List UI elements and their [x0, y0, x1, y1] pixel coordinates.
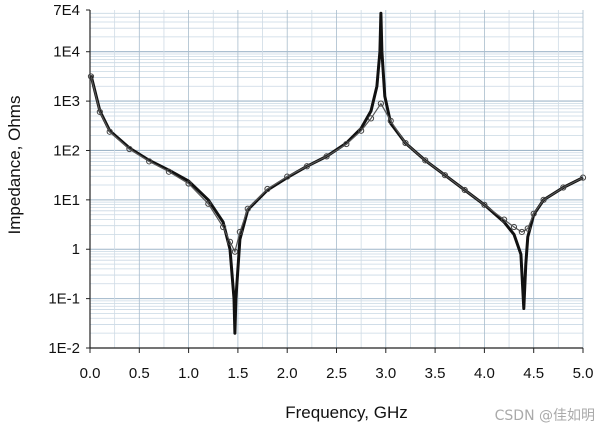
watermark: CSDN @佳如明	[494, 408, 595, 424]
series-marker	[377, 100, 384, 107]
series-marker	[303, 163, 311, 170]
series-marker	[560, 184, 567, 191]
x-tick-label: 4.0	[474, 365, 495, 382]
series-marker	[387, 117, 394, 124]
x-tick-label: 3.0	[375, 365, 396, 382]
series-marker	[244, 205, 251, 212]
series-marker	[106, 128, 113, 135]
series-marker	[461, 186, 468, 194]
x-tick-label: 3.5	[425, 365, 446, 382]
series-marker	[441, 172, 449, 179]
series-marker	[501, 216, 508, 223]
x-tick-label: 0.0	[80, 365, 101, 382]
series-marker	[264, 185, 271, 193]
y-tick-label: 1E3	[53, 93, 80, 110]
series-marker	[343, 140, 350, 148]
y-axis-label: Impedance, Ohms	[5, 95, 24, 235]
series-marker	[422, 157, 429, 164]
x-axis-label-wrap: Frequency, GHz	[0, 403, 603, 423]
x-tick-label: 1.5	[227, 365, 248, 382]
x-tick-label: 1.0	[178, 365, 199, 382]
series-marker	[220, 223, 227, 231]
y-tick-label: 1E2	[53, 142, 80, 159]
y-tick-label: 1E-1	[48, 291, 80, 308]
series-marker	[226, 238, 234, 245]
series-marker	[524, 225, 531, 232]
y-tick-label: 1	[72, 241, 80, 258]
series-marker	[87, 73, 95, 80]
series-marker	[236, 228, 243, 236]
x-tick-label: 0.5	[129, 365, 150, 382]
series-marker	[518, 228, 525, 236]
y-tick-label: 1E-2	[48, 340, 80, 357]
series-marker	[323, 153, 330, 160]
series-marker	[146, 158, 153, 165]
series-marker	[96, 108, 103, 116]
series-marker	[358, 127, 365, 134]
x-tick-label: 5.0	[573, 365, 594, 382]
series-marker	[284, 173, 291, 180]
series-marker	[367, 115, 375, 122]
x-tick-label: 4.5	[523, 365, 544, 382]
x-tick-label: 2.5	[326, 365, 347, 382]
x-tick-label: 2.0	[277, 365, 298, 382]
series-marker	[126, 145, 133, 153]
series-marker	[540, 196, 547, 203]
series-lines	[87, 11, 587, 335]
series-marker	[231, 248, 239, 255]
series-line-solid	[89, 11, 584, 335]
series-marker	[510, 223, 518, 231]
series-marker	[530, 210, 537, 217]
grid	[89, 10, 584, 349]
y-tick-label: 1E1	[53, 192, 80, 209]
series-marker	[205, 200, 212, 207]
series-marker	[579, 174, 587, 181]
series-marker	[165, 168, 172, 175]
y-axis-label-wrap: Impedance, Ohms	[2, 50, 28, 280]
series-marker	[481, 201, 488, 208]
series-marker	[402, 139, 409, 147]
axes	[86, 9, 584, 353]
series-line-markers	[90, 76, 584, 254]
y-tick-label: 7E4	[53, 2, 80, 19]
x-axis-label: Frequency, GHz	[285, 403, 408, 422]
series-marker	[185, 180, 192, 187]
y-tick-label: 1E4	[53, 44, 80, 61]
tick-labels: 0.0 0.5 1.0 1.5 2.0 2.5 3.0 3.5 4.0 4.5 5.0 1E-2 1E-…	[48, 2, 593, 382]
